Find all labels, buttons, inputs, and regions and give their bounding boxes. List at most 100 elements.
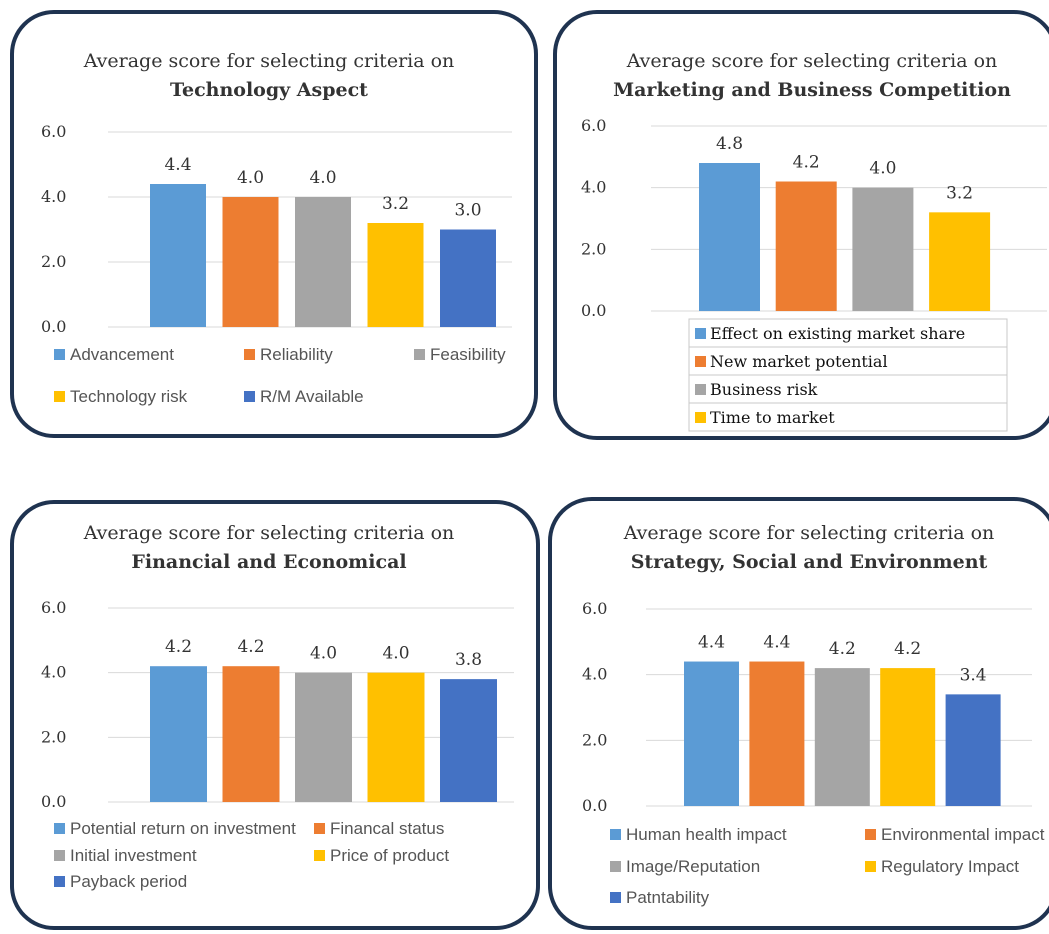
y-tick-label: 4.0: [41, 663, 66, 682]
chart-strategy-svg: Average score for selecting criteria on S…: [552, 501, 1049, 934]
legend-label: Patntability: [626, 888, 710, 907]
y-tick-label: 2.0: [41, 727, 66, 746]
legend-swatch: [314, 850, 325, 861]
legend-label: Human health impact: [626, 825, 787, 844]
legend-swatch: [54, 823, 65, 834]
y-tick-label: 2.0: [582, 730, 607, 749]
y-tick-label: 0.0: [581, 301, 606, 320]
legend-swatch: [610, 861, 621, 872]
data-label: 4.8: [716, 134, 743, 154]
data-label: 3.8: [455, 650, 482, 670]
legend-label: R/M Available: [260, 387, 364, 406]
legend-label: Environmental impact: [881, 825, 1045, 844]
bar: [368, 673, 425, 802]
data-label: 4.0: [309, 168, 336, 188]
bar: [223, 666, 280, 802]
legend-label: Regulatory Impact: [881, 857, 1019, 876]
legend-label: Technology risk: [70, 387, 188, 406]
bar: [815, 668, 870, 806]
data-label: 4.2: [165, 637, 192, 657]
legend-swatch: [610, 892, 621, 903]
data-label: 3.0: [454, 201, 481, 221]
y-tick-label: 4.0: [581, 178, 606, 197]
legend-label: Price of product: [330, 846, 449, 865]
legend-swatch: [610, 829, 621, 840]
legend-swatch: [695, 328, 706, 339]
bar: [699, 163, 760, 311]
y-tick-label: 0.0: [41, 792, 66, 811]
data-label: 3.2: [382, 194, 409, 214]
chart-subtitle: Marketing and Business Competition: [613, 79, 1011, 101]
chart-panel-financial: Average score for selecting criteria on F…: [10, 500, 540, 930]
y-tick-label: 2.0: [41, 252, 66, 271]
chart-subtitle: Strategy, Social and Environment: [631, 551, 988, 573]
legend-label: Image/Reputation: [626, 857, 760, 876]
bar: [440, 230, 496, 328]
legend-label: Time to market: [710, 408, 835, 427]
legend-swatch: [695, 412, 706, 423]
legend-label: Advancement: [70, 345, 174, 364]
bar: [946, 694, 1001, 806]
bar: [150, 184, 206, 327]
data-label: 4.2: [829, 639, 856, 659]
data-label: 4.0: [310, 644, 337, 664]
chart-title: Average score for selecting criteria on: [83, 522, 455, 544]
chart-panel-strategy: Average score for selecting criteria on S…: [548, 497, 1049, 930]
legend-label: Potential return on investment: [70, 819, 296, 838]
data-label: 4.2: [237, 637, 264, 657]
legend-swatch: [54, 391, 65, 402]
data-label: 4.4: [763, 633, 790, 653]
legend-label: New market potential: [710, 352, 888, 371]
bar: [880, 668, 935, 806]
data-label: 4.0: [869, 159, 896, 179]
chart-marketing-svg: Average score for selecting criteria on M…: [557, 14, 1049, 444]
bar: [368, 223, 424, 327]
legend-label: Feasibility: [430, 345, 506, 364]
legend-label: Initial investment: [70, 846, 197, 865]
legend-swatch: [54, 349, 65, 360]
legend-swatch: [865, 829, 876, 840]
y-tick-label: 0.0: [41, 317, 66, 336]
legend-swatch: [314, 823, 325, 834]
chart-financial-svg: Average score for selecting criteria on F…: [14, 504, 544, 934]
legend-swatch: [54, 850, 65, 861]
bar: [440, 679, 497, 802]
data-label: 4.4: [698, 633, 725, 653]
chart-panel-technology: Average score for selecting criteria on T…: [10, 10, 538, 438]
legend-swatch: [865, 861, 876, 872]
y-tick-label: 4.0: [41, 187, 66, 206]
legend-label: Financal status: [330, 819, 444, 838]
data-label: 3.2: [946, 183, 973, 203]
legend-swatch: [695, 356, 706, 367]
chart-title: Average score for selecting criteria on: [623, 522, 995, 544]
data-label: 4.0: [382, 644, 409, 664]
data-label: 4.4: [164, 155, 191, 175]
bar: [295, 197, 351, 327]
y-tick-label: 6.0: [581, 116, 606, 135]
chart-subtitle: Financial and Economical: [131, 551, 406, 573]
y-tick-label: 0.0: [582, 796, 607, 815]
chart-panel-marketing: Average score for selecting criteria on M…: [553, 10, 1049, 440]
legend-swatch: [244, 349, 255, 360]
y-tick-label: 2.0: [581, 239, 606, 258]
legend-label: Effect on existing market share: [710, 324, 965, 343]
bar: [223, 197, 279, 327]
legend-label: Reliability: [260, 345, 333, 364]
bar: [929, 212, 990, 311]
data-label: 4.0: [237, 168, 264, 188]
chart-subtitle: Technology Aspect: [170, 79, 368, 101]
legend-swatch: [695, 384, 706, 395]
bar: [852, 188, 913, 311]
chart-title: Average score for selecting criteria on: [626, 50, 998, 72]
legend-label: Business risk: [710, 380, 818, 399]
bar: [150, 666, 207, 802]
chart-technology-svg: Average score for selecting criteria on T…: [14, 14, 542, 442]
bar: [749, 662, 804, 806]
bar: [295, 673, 352, 802]
data-label: 3.4: [960, 665, 987, 685]
y-tick-label: 6.0: [582, 599, 607, 618]
data-label: 4.2: [793, 153, 820, 173]
chart-title: Average score for selecting criteria on: [83, 50, 455, 72]
y-tick-label: 6.0: [41, 122, 66, 141]
data-label: 4.2: [894, 639, 921, 659]
